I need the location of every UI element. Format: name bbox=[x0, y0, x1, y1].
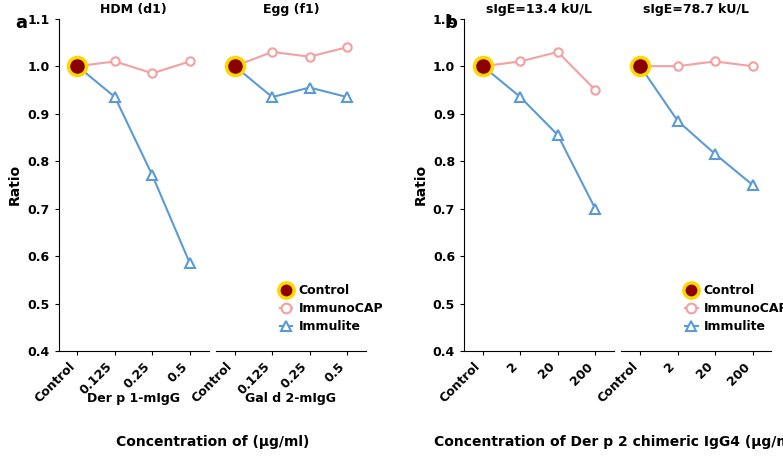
Title: control #2
sIgE=78.7 kU/L: control #2 sIgE=78.7 kU/L bbox=[644, 0, 749, 16]
Legend: Control, ImmunoCAP, Immulite: Control, ImmunoCAP, Immulite bbox=[275, 279, 388, 338]
Y-axis label: Ratio: Ratio bbox=[413, 164, 428, 205]
Text: a: a bbox=[16, 14, 27, 32]
Title: Egg (f1): Egg (f1) bbox=[262, 3, 319, 16]
Title: HDM (d1): HDM (d1) bbox=[100, 3, 167, 16]
Text: Concentration of (μg/ml): Concentration of (μg/ml) bbox=[116, 435, 309, 449]
Text: Der p 1-mIgG: Der p 1-mIgG bbox=[87, 392, 180, 405]
Y-axis label: Ratio: Ratio bbox=[8, 164, 22, 205]
Text: Gal d 2-mIgG: Gal d 2-mIgG bbox=[245, 392, 337, 405]
Text: b: b bbox=[445, 14, 457, 32]
Legend: Control, ImmunoCAP, Immulite: Control, ImmunoCAP, Immulite bbox=[680, 279, 783, 338]
Title: control #1
sIgE=13.4 kU/L: control #1 sIgE=13.4 kU/L bbox=[486, 0, 592, 16]
Text: Concentration of Der p 2 chimeric IgG4 (μg/ml): Concentration of Der p 2 chimeric IgG4 (… bbox=[434, 435, 783, 449]
